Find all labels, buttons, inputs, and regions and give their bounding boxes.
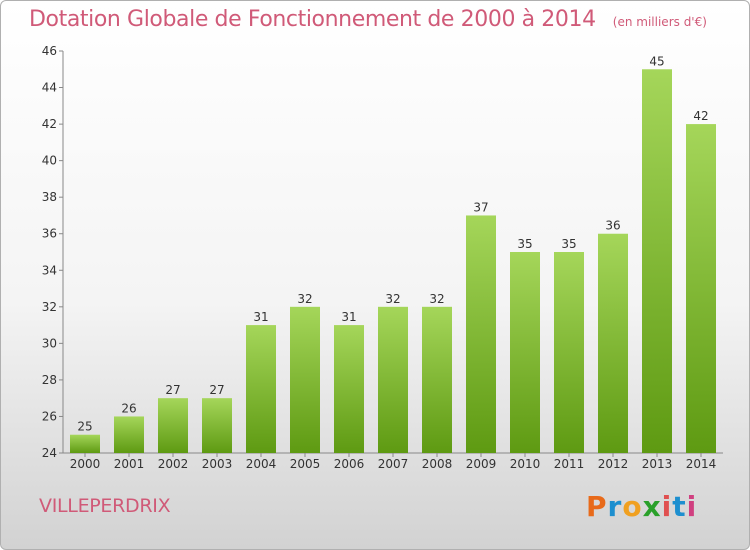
x-tick-label: 2005 <box>290 457 321 471</box>
data-label: 37 <box>473 200 488 214</box>
data-label: 32 <box>297 292 312 306</box>
y-tick-label: 36 <box>42 227 57 241</box>
x-tick-label: 2009 <box>466 457 497 471</box>
bar-2006 <box>334 325 364 453</box>
bar-2001 <box>114 416 144 453</box>
bar-2007 <box>378 306 408 453</box>
x-tick-label: 2003 <box>202 457 233 471</box>
x-tick-label: 2004 <box>246 457 277 471</box>
x-tick-label: 2002 <box>158 457 189 471</box>
axes: 24 26 28 30 32 34 36 38 40 42 44 46 2000 2001 2002 2003… <box>42 44 723 471</box>
y-tick-label: 26 <box>42 409 57 423</box>
bar-2011 <box>554 252 584 453</box>
x-tick-label: 2011 <box>554 457 585 471</box>
y-tick-label: 24 <box>42 446 57 460</box>
data-label: 32 <box>429 292 444 306</box>
data-label: 35 <box>561 237 576 251</box>
x-tick-label: 2012 <box>598 457 629 471</box>
bar-2012 <box>598 233 628 453</box>
data-label: 27 <box>209 383 224 397</box>
title-row: Dotation Globale de Fonctionnement de 20… <box>29 7 707 32</box>
bars <box>70 69 716 453</box>
chart-title: Dotation Globale de Fonctionnement de 20… <box>29 7 596 32</box>
x-tick-label: 2001 <box>114 457 145 471</box>
data-label: 27 <box>165 383 180 397</box>
data-label: 31 <box>253 310 268 324</box>
bar-2010 <box>510 252 540 453</box>
bar-2003 <box>202 398 232 453</box>
y-tick-label: 44 <box>42 81 57 95</box>
x-tick-label: 2010 <box>510 457 541 471</box>
bar-2009 <box>466 215 496 453</box>
data-label: 31 <box>341 310 356 324</box>
y-tick-label: 34 <box>42 263 57 277</box>
x-tick-label: 2000 <box>70 457 101 471</box>
x-tick-label: 2006 <box>334 457 365 471</box>
data-label: 42 <box>693 109 708 123</box>
x-tick-label: 2014 <box>686 457 717 471</box>
y-tick-label: 42 <box>42 117 57 131</box>
data-label: 32 <box>385 292 400 306</box>
chart-subtitle: (en milliers d'€) <box>612 15 707 29</box>
bar-2005 <box>290 306 320 453</box>
x-tick-label: 2013 <box>642 457 673 471</box>
data-label: 35 <box>517 237 532 251</box>
svg-text:Proxiti: Proxiti <box>586 490 694 523</box>
proxiti-logo: Proxiti <box>586 490 694 523</box>
y-tick-label: 28 <box>42 373 57 387</box>
bar-2000 <box>70 434 100 453</box>
data-label: 26 <box>121 401 136 415</box>
y-tick-label: 38 <box>42 190 57 204</box>
bar-2002 <box>158 398 188 453</box>
x-tick-label: 2008 <box>422 457 453 471</box>
bar-2008 <box>422 306 452 453</box>
bar-2004 <box>246 325 276 453</box>
data-label: 36 <box>605 219 620 233</box>
y-tick-label: 40 <box>42 154 57 168</box>
y-tick-label: 30 <box>42 336 57 350</box>
y-tick-label: 46 <box>42 44 57 58</box>
bar-2014 <box>686 124 716 453</box>
data-label: 25 <box>77 420 92 434</box>
y-tick-label: 32 <box>42 300 57 314</box>
data-labels: 25 26 27 27 31 32 31 32 32 37 35 35 36 45 42 <box>77 54 708 433</box>
x-tick-label: 2007 <box>378 457 409 471</box>
data-label: 45 <box>649 54 664 68</box>
bar-2013 <box>642 69 672 453</box>
city-name: VILLEPERDRIX <box>39 495 171 517</box>
